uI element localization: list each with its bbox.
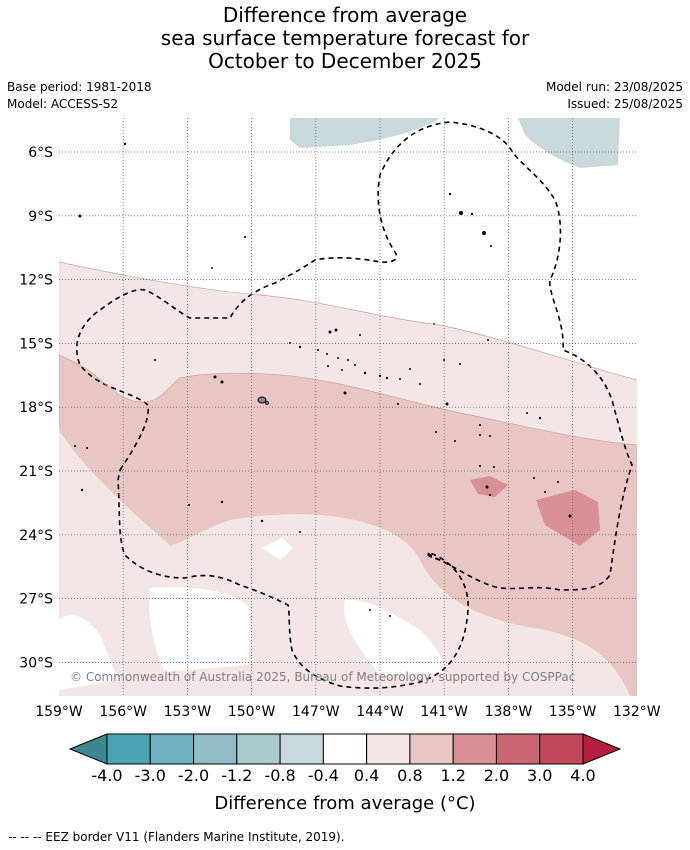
latitude-label: 18°S — [19, 400, 53, 416]
colorbar — [68, 733, 622, 765]
eez-border — [75, 121, 633, 689]
colorbar-tick-label: 1.2 — [440, 766, 466, 785]
islands — [74, 142, 572, 617]
longitude-label: 144°W — [356, 704, 404, 720]
colorbar-extend-low — [68, 733, 108, 765]
title-line-1: Difference from average — [222, 3, 468, 27]
colorbar-title: Difference from average (°C) — [214, 793, 476, 814]
longitude-label: 138°W — [485, 704, 533, 720]
contour-lines — [59, 261, 637, 446]
colorbar-segment — [452, 733, 497, 765]
neutral-region — [59, 615, 118, 690]
colorbar-tick-label: -2.0 — [177, 766, 210, 785]
model-name: Model: ACCESS-S2 — [7, 97, 119, 111]
cool-anomaly-region — [290, 118, 440, 148]
colorbar-segment — [279, 733, 324, 765]
model-run: Model run: 23/08/2025 — [545, 80, 683, 94]
colorbar-tick-label: -1.2 — [221, 766, 253, 785]
title-line-2: sea surface temperature forecast for — [160, 26, 530, 50]
longitude-label: 132°W — [613, 704, 661, 720]
colorbar-tick-label: 0.8 — [397, 766, 423, 785]
latitude-label: 15°S — [19, 336, 53, 352]
colorbar-tick-label: 3.0 — [526, 766, 553, 785]
warm-anomaly-08-region — [59, 355, 637, 696]
longitude-label: 156°W — [99, 704, 147, 720]
colorbar-segment — [193, 733, 238, 765]
latitude-label: 6°S — [28, 145, 53, 161]
latitude-label: 12°S — [19, 273, 53, 289]
graticule — [59, 118, 637, 696]
base-period: Base period: 1981-2018 — [7, 80, 152, 94]
colorbar-tick-label: 0.4 — [353, 766, 380, 785]
anomaly-fill-layer — [59, 118, 637, 696]
latitude-label: 21°S — [19, 464, 53, 480]
colorbar-segment — [495, 733, 541, 765]
colorbar-segment — [366, 733, 411, 765]
colorbar-tick-label: -4.0 — [91, 766, 123, 785]
colorbar-segment — [539, 733, 584, 765]
colorbar-tick-label: -3.0 — [134, 766, 166, 785]
cool-anomaly-region — [518, 118, 620, 168]
colorbar-extend-high — [582, 733, 622, 765]
colorbar-segment — [409, 733, 454, 765]
issued-date: Issued: 25/08/2025 — [567, 97, 683, 111]
colorbar-tick-label: 2.0 — [483, 766, 510, 785]
colorbar-segment — [322, 733, 368, 765]
latitude-label: 24°S — [19, 528, 53, 544]
warm-anomaly-12-region — [470, 476, 508, 497]
colorbar-tick-label: -0.4 — [307, 766, 339, 785]
title-line-3: October to December 2025 — [208, 49, 482, 73]
copyright-notice: © Commonwealth of Australia 2025, Bureau… — [70, 670, 575, 684]
colorbar-segment — [106, 733, 151, 765]
latitude-label: 27°S — [19, 592, 53, 608]
warm-anomaly-12-region — [536, 490, 600, 546]
longitude-label: 159°W — [35, 704, 83, 720]
neutral-region — [344, 599, 445, 675]
colorbar-segment — [149, 733, 195, 765]
island-tahiti — [257, 396, 267, 404]
latitude-label: 30°S — [19, 655, 53, 671]
longitude-label: 141°W — [420, 704, 468, 720]
colorbar-segment — [236, 733, 281, 765]
latitude-label: 9°S — [28, 209, 53, 225]
eez-legend-footer: -- -- -- EEZ border V11 (Flanders Marine… — [8, 830, 345, 844]
latitude-labels: 6°S 9°S 12°S 15°S 18°S 21°S 24°S 27°S 30°S — [19, 145, 53, 671]
neutral-region — [262, 538, 293, 560]
colorbar-tick-label: -0.8 — [264, 766, 296, 785]
longitude-label: 147°W — [292, 704, 340, 720]
longitude-label: 135°W — [549, 704, 597, 720]
longitude-label: 150°W — [228, 704, 276, 720]
longitude-labels: 159°W 156°W 153°W 150°W 147°W 144°W 141°W 138°W… — [35, 704, 661, 720]
longitude-label: 153°W — [164, 704, 212, 720]
neutral-region — [149, 587, 250, 672]
colorbar-tick-label: 4.0 — [570, 766, 596, 785]
